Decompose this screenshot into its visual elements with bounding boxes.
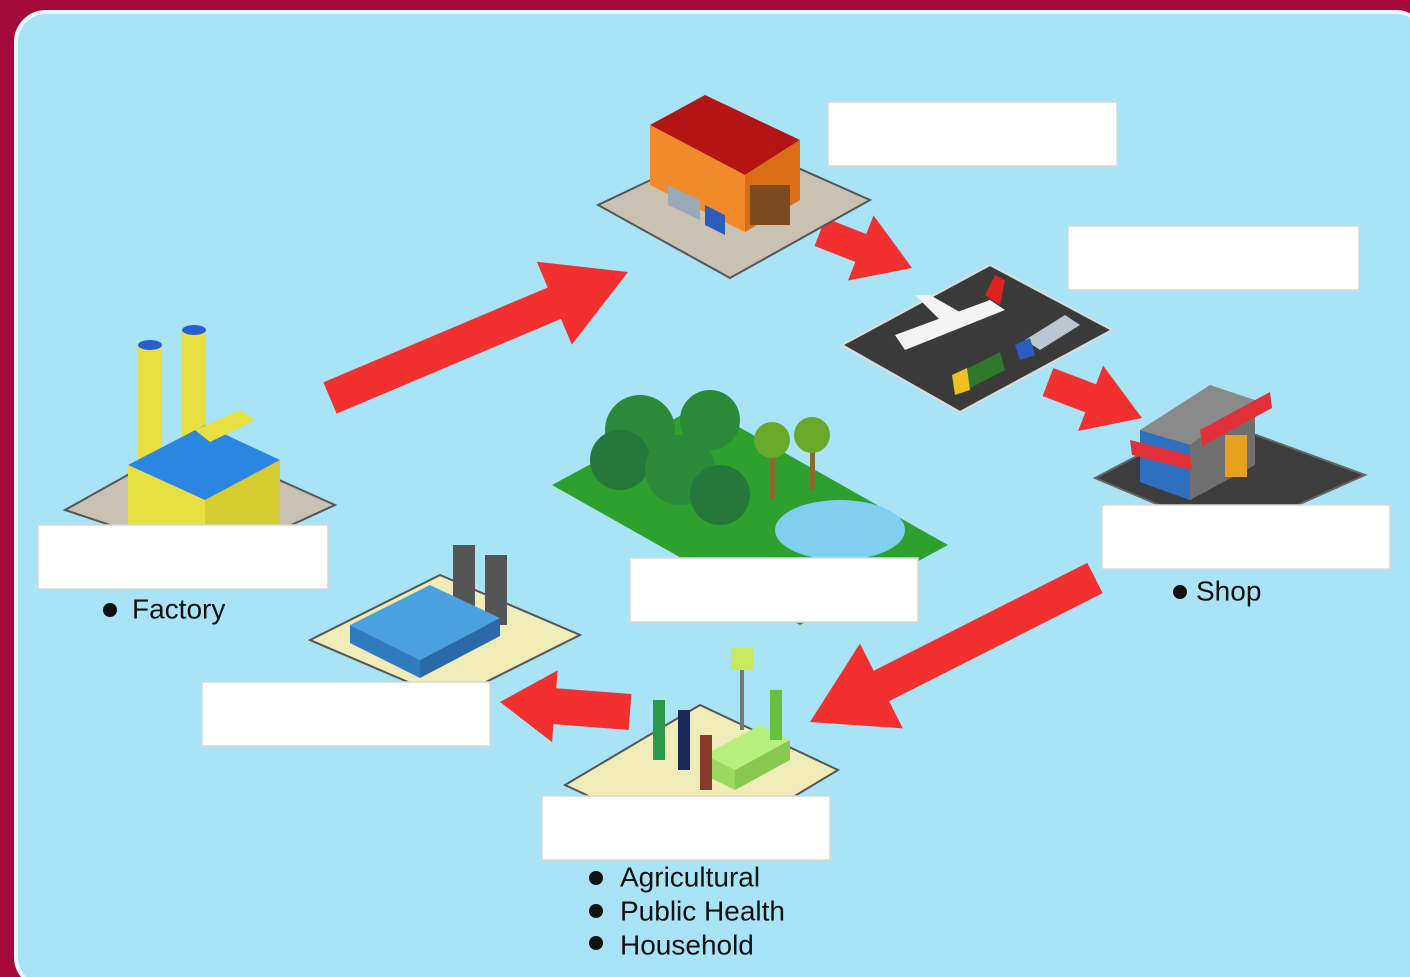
page: {"nodes": [ {"bullets": ["Factory"]}, {"…	[0, 0, 1410, 977]
bullet-text: Factory	[132, 593, 225, 624]
label-box	[202, 682, 490, 746]
bullet	[1173, 585, 1187, 599]
label-box	[1102, 505, 1390, 569]
bullet	[589, 904, 603, 918]
bullet-text: Household	[620, 929, 754, 960]
bullet	[103, 603, 117, 617]
label-box	[542, 796, 830, 860]
bullet	[589, 936, 603, 950]
label-box	[1068, 226, 1359, 290]
bullet-text: Agricultural	[620, 861, 760, 892]
label-box	[38, 525, 328, 589]
bullet	[589, 871, 603, 885]
bullet-text: Shop	[1196, 575, 1261, 606]
label-box	[630, 558, 918, 622]
label-box	[828, 102, 1117, 166]
diagram: Factory Shop Agricultural Public Health …	[0, 0, 1410, 977]
bullet-text: Public Health	[620, 895, 785, 926]
